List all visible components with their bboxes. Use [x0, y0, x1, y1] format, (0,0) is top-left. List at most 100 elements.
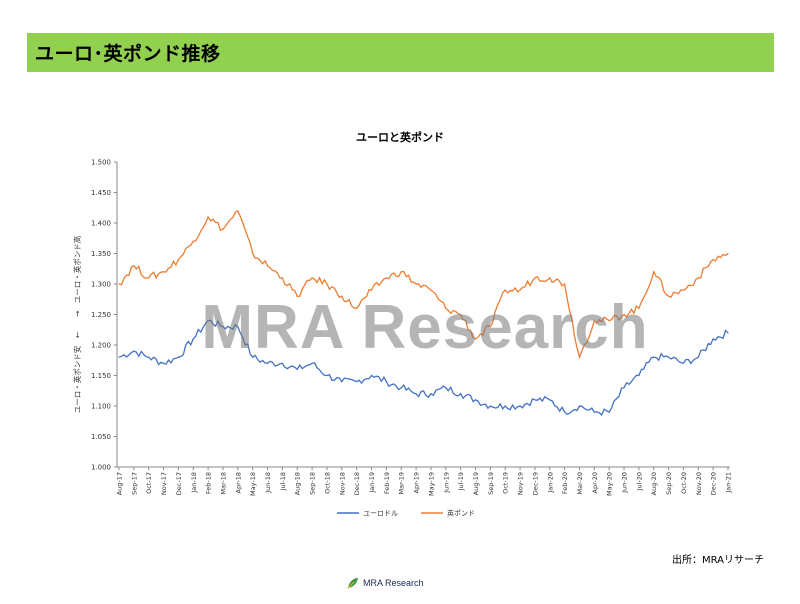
data-point [489, 405, 491, 407]
data-point [534, 277, 536, 279]
x-tick-label: Apr-20 [591, 472, 599, 493]
y-tick-label: 1.000 [91, 464, 111, 472]
x-tick-label: Sep-18 [309, 472, 317, 495]
data-point [504, 289, 506, 291]
series-line-pound [118, 209, 729, 360]
x-tick-label: Apr-19 [413, 472, 421, 493]
data-point [593, 320, 595, 322]
data-point [266, 362, 269, 364]
data-point [356, 307, 358, 309]
data-point [341, 295, 343, 297]
data-point [222, 228, 224, 230]
data-point [608, 411, 610, 413]
footer-logo-text: MRA Research [363, 578, 424, 588]
data-point [445, 307, 447, 309]
data-point [192, 240, 194, 242]
page-title: ユーロ･英ポンド推移 [35, 43, 221, 65]
x-tick-label: Jun-20 [621, 472, 629, 494]
data-point [727, 332, 729, 334]
data-point [460, 393, 462, 395]
x-tick-label: May-20 [606, 472, 614, 496]
data-point [177, 356, 180, 358]
data-point [712, 338, 714, 340]
data-point [638, 307, 640, 309]
chart-title: ユーロと英ポンド [356, 130, 444, 144]
x-tick-label: Oct-17 [145, 472, 153, 494]
data-point [727, 252, 729, 255]
data-point [237, 210, 239, 212]
y-tick-label: 1.200 [91, 342, 111, 350]
data-point [326, 374, 328, 377]
x-tick-label: Dec-17 [175, 472, 183, 495]
y-tick-label: 1.500 [91, 159, 111, 167]
x-tick-label: Jul-19 [457, 472, 465, 491]
data-point [638, 374, 640, 377]
y-tick-label: 1.150 [91, 372, 111, 380]
data-point [712, 259, 714, 261]
data-point [356, 381, 358, 383]
x-tick-label: Nov-19 [517, 472, 525, 495]
data-point [534, 399, 536, 401]
data-point [370, 289, 373, 291]
data-point [653, 271, 655, 273]
x-tick-label: Mar-20 [576, 472, 584, 494]
data-point [252, 252, 254, 255]
data-point [549, 399, 551, 401]
data-point [400, 271, 402, 273]
data-point [667, 295, 670, 297]
y-tick-label: 1.400 [91, 220, 111, 228]
data-point [177, 259, 180, 261]
x-tick-label: Mar-18 [219, 472, 227, 494]
data-point [697, 277, 699, 279]
data-point [133, 265, 135, 267]
data-point [341, 381, 343, 383]
legend-label: ユーロドル [363, 510, 398, 518]
y-axis-label: ユーロ・英ポンド安 ← → ユーロ・英ポンド高 [72, 235, 82, 413]
data-point [489, 326, 491, 328]
x-tick-label: May-18 [249, 472, 257, 496]
data-point [593, 411, 595, 413]
x-tick-label: Feb-19 [383, 472, 391, 494]
x-tick-label: Oct-19 [502, 472, 510, 494]
data-point [549, 277, 551, 279]
data-point [311, 362, 313, 364]
x-tick-label: Mar-19 [398, 472, 406, 494]
data-point [281, 277, 283, 279]
data-point [519, 405, 521, 407]
x-tick-label: Oct-18 [323, 472, 331, 494]
data-point [296, 295, 298, 297]
y-tick-label: 1.450 [91, 189, 111, 197]
data-point [237, 326, 239, 328]
x-tick-label: Feb-18 [205, 472, 213, 494]
x-tick-label: Aug-18 [294, 472, 302, 495]
data-point [445, 387, 447, 389]
data-point [385, 381, 387, 383]
data-point [564, 283, 566, 285]
data-point [564, 411, 566, 413]
x-tick-label: Dec-19 [531, 472, 539, 495]
data-point [192, 338, 194, 340]
data-point [370, 374, 373, 377]
x-tick-label: Sep-19 [487, 472, 495, 495]
y-tick-label: 1.350 [91, 250, 111, 258]
data-point [474, 338, 477, 340]
x-tick-label: Oct-20 [680, 472, 688, 494]
data-point [682, 362, 685, 364]
x-tick-label: Jan-21 [725, 472, 733, 494]
x-tick-label: Jan-20 [546, 472, 554, 494]
data-point [460, 313, 462, 316]
data-point [682, 289, 685, 291]
data-point [415, 393, 417, 395]
x-tick-label: Nov-18 [338, 472, 346, 495]
y-tick-label: 1.300 [91, 281, 111, 289]
data-point [281, 362, 283, 364]
x-tick-label: Feb-20 [561, 472, 569, 494]
source-note: 出所：MRAリサーチ [671, 555, 764, 566]
data-point [326, 283, 328, 285]
x-tick-label: Aug-19 [472, 472, 480, 495]
data-point [118, 283, 120, 285]
data-point [311, 277, 313, 279]
data-point [148, 356, 150, 358]
x-tick-label: Apr-18 [234, 472, 242, 493]
